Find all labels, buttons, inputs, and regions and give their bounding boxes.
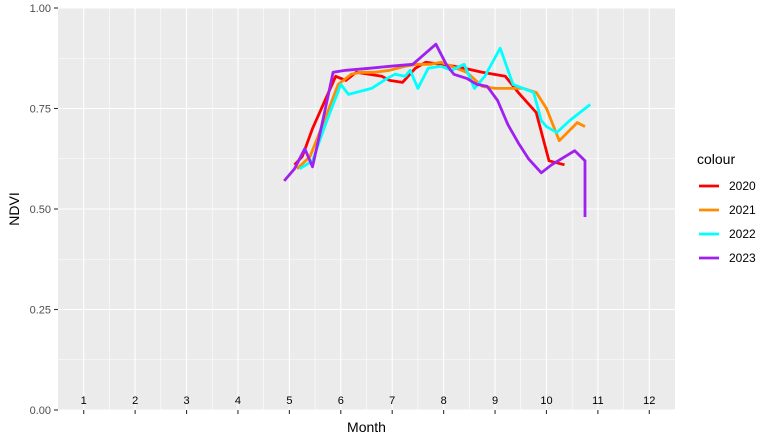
month-label: 5 [286,395,292,407]
legend-label-2022: 2022 [729,227,756,241]
x-axis [83,410,650,414]
month-label: 9 [492,395,498,407]
legend-label-2020: 2020 [729,179,756,193]
x-axis-title: Month [347,419,386,435]
month-label: 4 [235,395,241,407]
month-label: 12 [643,395,655,407]
month-label: 7 [389,395,395,407]
legend-label-2023: 2023 [729,251,756,265]
y-tick-label: 0.25 [30,305,51,317]
month-label: 8 [441,395,447,407]
legend: colour 2020 2021 2022 2023 [697,151,756,265]
y-tick-label: 0.75 [30,104,51,116]
month-label: 3 [183,395,189,407]
y-axis: 0.00 0.25 0.50 0.75 1.00 [30,3,58,417]
month-label: 2 [132,395,138,407]
month-label: 6 [338,395,344,407]
series-line-2021 [296,60,586,170]
y-tick-label: 1.00 [30,3,51,15]
month-labels: 1 2 3 4 5 6 7 8 9 10 11 12 [81,395,656,407]
grid-major [58,7,675,411]
month-label: 1 [81,395,87,407]
legend-title: colour [697,151,735,167]
y-axis-title: NDVI [6,192,22,225]
series-line-2022 [298,46,592,170]
month-label: 11 [592,395,603,407]
y-tick-label: 0.50 [30,204,51,216]
month-label: 10 [540,395,552,407]
series-layer [283,42,592,217]
y-tick-label: 0.00 [30,405,51,417]
legend-label-2021: 2021 [729,203,756,217]
series-line-2023 [283,42,587,217]
